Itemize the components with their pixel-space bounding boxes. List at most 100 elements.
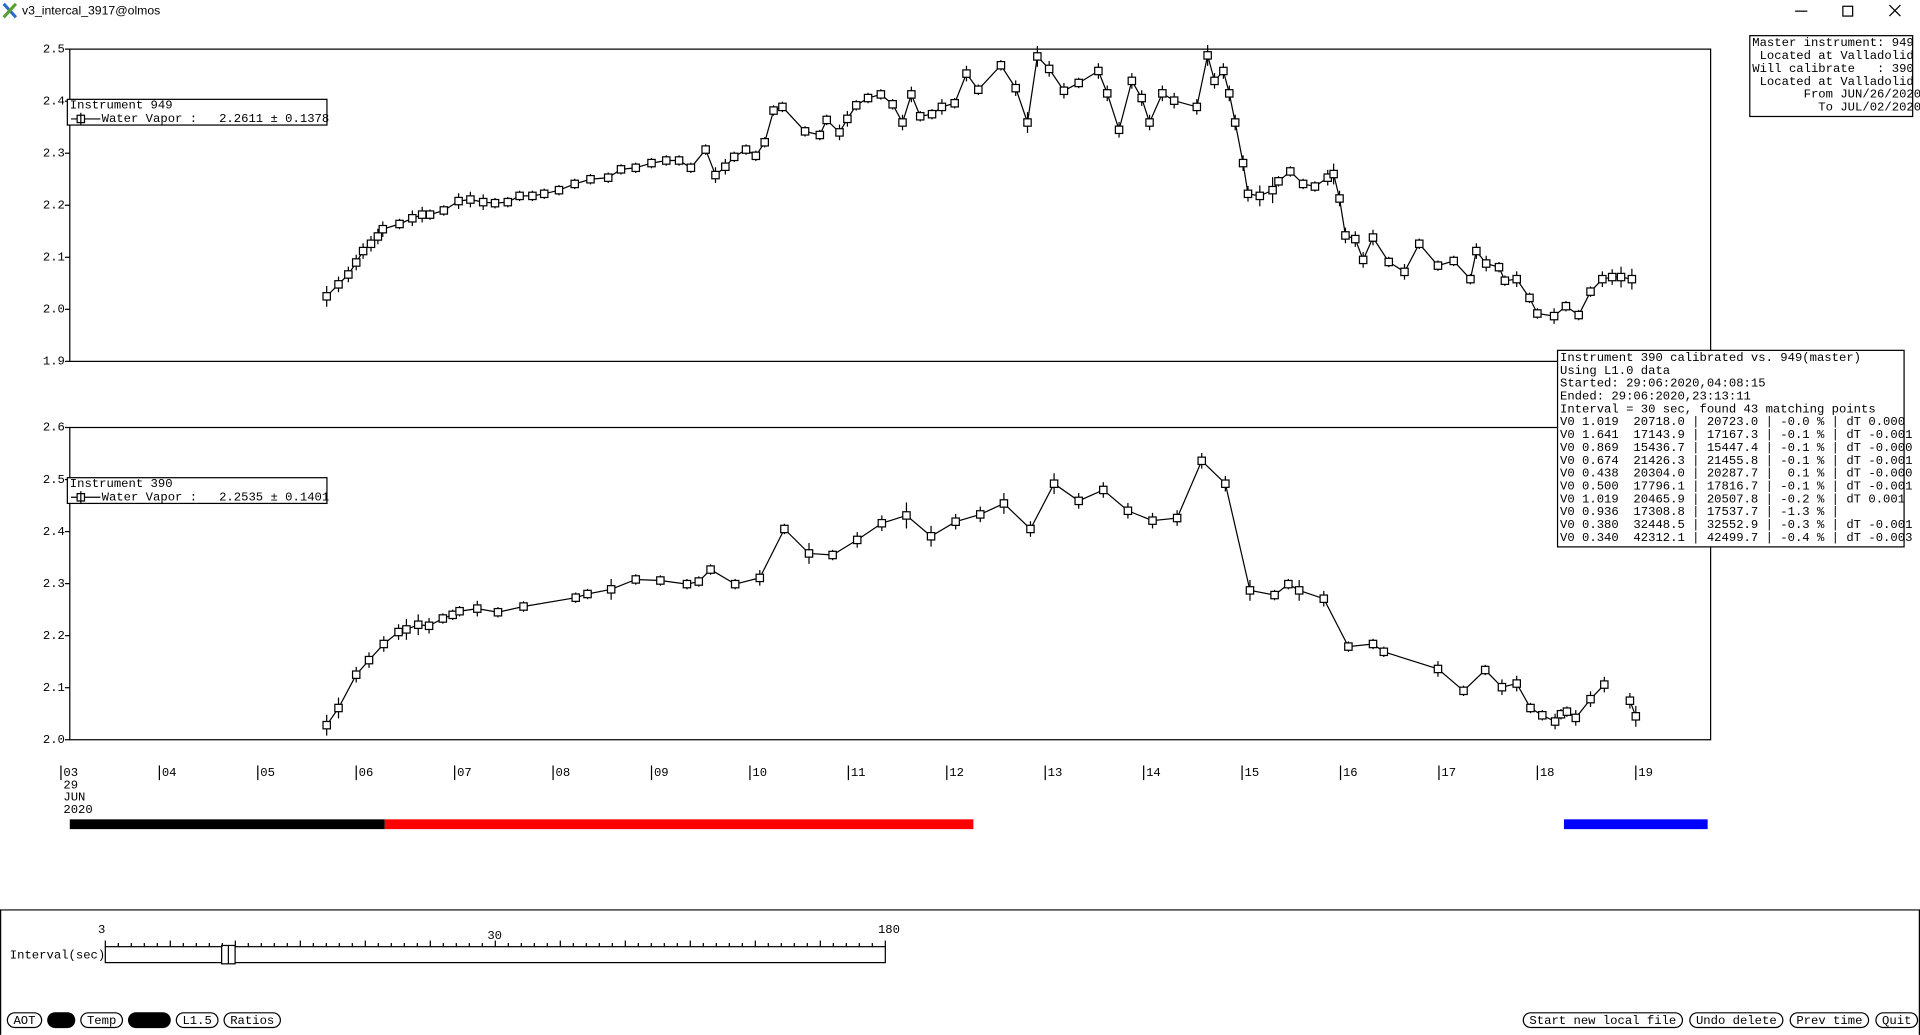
data-point: [828, 550, 837, 560]
data-point: [778, 102, 787, 112]
data-point: [755, 573, 765, 583]
data-point: [1368, 233, 1378, 242]
info-line: Instrument 390 calibrated vs. 949(master…: [1560, 351, 1861, 365]
info-line: Started: 29:06:2020,04:08:15: [1560, 377, 1766, 391]
button[interactable]: Temp: [80, 1012, 124, 1029]
data-point: [877, 518, 887, 528]
button-frame: [1522, 1012, 1684, 1029]
data-point: [358, 246, 368, 256]
data-point: [478, 197, 488, 207]
data-point: [1210, 76, 1219, 86]
data-point: [1023, 118, 1032, 127]
info-line: V0 1.019 20718.0 | 20723.0 | -0.0 % | dT…: [1560, 415, 1905, 429]
data-point: [1114, 125, 1124, 135]
data-point: [1400, 267, 1409, 277]
button[interactable]: Undo delete: [1689, 1012, 1784, 1029]
data-point: [721, 162, 730, 172]
data-point: [606, 585, 616, 594]
button-label: L1.0: [135, 1014, 164, 1028]
data-point: [1074, 78, 1083, 88]
data-point: [1284, 579, 1293, 589]
data-point: [1319, 594, 1329, 604]
data-point: [1480, 665, 1490, 675]
button[interactable]: Quit: [1875, 1012, 1919, 1029]
info-line: Master instrument: 949: [1752, 36, 1914, 50]
time-segment: [1563, 819, 1708, 830]
data-point: [1335, 194, 1344, 203]
y-tick-label: 2.4: [43, 94, 65, 108]
button[interactable]: L1.0: [127, 1012, 171, 1029]
x-tick-label: 19: [1638, 766, 1653, 780]
data-point: [334, 280, 343, 289]
y-tick-label: 2.0: [43, 303, 65, 317]
data-point: [927, 109, 937, 119]
x-tick-label: 08: [556, 766, 571, 780]
x-tick-label: 05: [260, 766, 275, 780]
data-point: [835, 128, 844, 137]
x-tick-label: 07: [457, 766, 472, 780]
data-point: [1525, 293, 1534, 303]
data-point: [1137, 93, 1146, 103]
data-point: [1562, 707, 1572, 716]
data-point: [1011, 83, 1020, 93]
data-point: [344, 270, 353, 279]
data-point: [741, 145, 751, 154]
maximize[interactable]: [1842, 5, 1854, 17]
button-frame: [127, 1012, 171, 1029]
data-point: [898, 118, 907, 127]
y-tick-label: 2.6: [43, 421, 65, 435]
button[interactable]: Prev time: [1789, 1012, 1870, 1029]
data-point: [493, 607, 503, 617]
slider-tick-label: 3: [98, 923, 105, 937]
data-point: [1169, 96, 1179, 105]
data-point: [876, 90, 886, 99]
info-line: Interval = 30 sec, found 43 matching poi…: [1560, 402, 1876, 416]
data-point: [815, 130, 825, 140]
data-point: [1123, 506, 1133, 516]
calibration-box: [1556, 349, 1905, 548]
x-tick-label: 16: [1343, 766, 1358, 780]
data-point: [425, 210, 435, 219]
data-point: [1172, 513, 1182, 523]
data-point: [586, 174, 595, 184]
data-point: [424, 621, 434, 631]
data-point: [1059, 86, 1069, 96]
data-point: [1294, 586, 1304, 595]
button-label: AOT: [13, 1014, 35, 1028]
button[interactable]: Start new local file: [1522, 1012, 1684, 1029]
data-point: [1341, 231, 1350, 240]
button-frame: [6, 1012, 43, 1029]
data-point: [515, 191, 524, 201]
data-point: [1561, 301, 1571, 311]
data-point: [1270, 590, 1279, 600]
data-point: [1414, 239, 1424, 249]
button[interactable]: Ratios: [223, 1012, 282, 1029]
data-point: [769, 106, 778, 115]
data-point: [1099, 485, 1108, 495]
button-frame: [47, 1012, 76, 1029]
data-point: [351, 258, 361, 267]
x-tick-label: 10: [752, 766, 767, 780]
data-point: [1026, 524, 1035, 534]
legend-entry: Water Vapor : 2.2611 ± 0.1378: [102, 112, 330, 126]
legend-box: [66, 98, 328, 126]
button[interactable]: AOT: [6, 1012, 43, 1029]
interval-slider[interactable]: [104, 944, 886, 965]
master-box: [1749, 35, 1914, 118]
data-point: [583, 589, 592, 599]
data-point: [603, 173, 613, 182]
data-point: [1500, 276, 1510, 285]
close[interactable]: [1888, 4, 1901, 17]
data-point: [554, 185, 564, 195]
data-point: [937, 102, 947, 112]
button[interactable]: L1.5: [175, 1012, 219, 1029]
data-point: [975, 510, 985, 519]
window-controls[interactable]: [1795, 4, 1901, 17]
button[interactable]: WV: [47, 1012, 76, 1029]
data-point: [571, 593, 581, 602]
info-line: V0 0.500 17796.1 | 17816.7 | -0.1 % | dT…: [1560, 480, 1912, 494]
data-point: [334, 703, 343, 713]
data-point: [402, 625, 411, 634]
